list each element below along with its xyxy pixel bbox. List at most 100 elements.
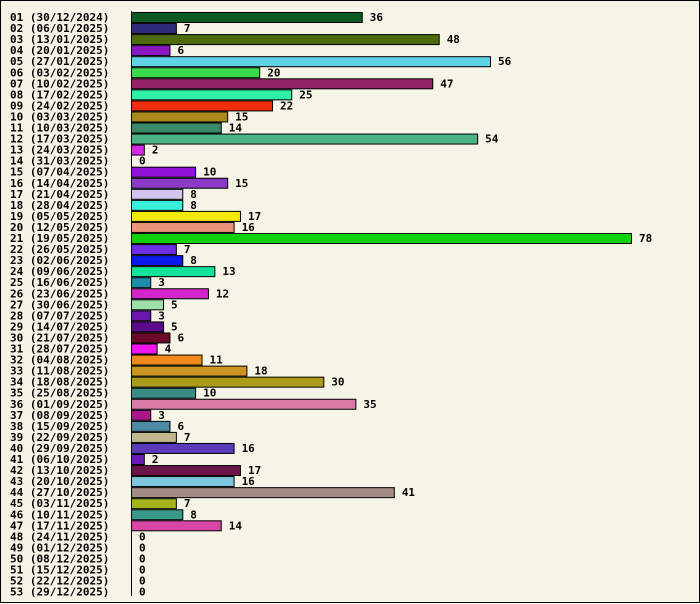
value-label: 17 [248, 210, 261, 223]
value-label: 0 [139, 541, 146, 554]
value-label: 0 [139, 586, 146, 599]
bar [131, 111, 229, 123]
value-label: 8 [190, 188, 197, 201]
bar [131, 45, 171, 57]
category-label: 02 (06/01/2025) [10, 22, 109, 35]
value-label: 10 [203, 387, 216, 400]
bar [131, 177, 229, 189]
bar [131, 266, 216, 278]
category-label: 01 (30/12/2024) [10, 11, 109, 24]
bar [131, 233, 632, 244]
value-label: 41 [402, 486, 416, 499]
category-label: 04 (20/01/2025) [10, 44, 109, 57]
category-label: 32 (04/08/2025) [10, 354, 109, 367]
value-label: 2 [152, 453, 159, 466]
category-label: 14 (31/03/2025) [10, 155, 109, 168]
value-label: 0 [139, 575, 146, 588]
category-label: 35 (25/08/2025) [10, 387, 109, 400]
category-label: 05 (27/01/2025) [10, 55, 109, 68]
bar [131, 299, 165, 311]
value-label: 6 [177, 44, 184, 57]
bar [131, 398, 357, 410]
value-label: 16 [242, 221, 256, 234]
value-label: 0 [139, 530, 146, 543]
value-label: 56 [498, 55, 512, 68]
category-label: 26 (23/06/2025) [10, 287, 109, 300]
category-label: 18 (28/04/2025) [10, 199, 109, 212]
value-label: 20 [267, 66, 280, 79]
category-label: 38 (15/09/2025) [10, 420, 109, 433]
bar [131, 133, 479, 145]
bar [131, 321, 165, 333]
category-label: 10 (03/03/2025) [10, 110, 109, 123]
value-label: 5 [171, 298, 178, 311]
bar [131, 376, 325, 388]
value-label: 6 [177, 420, 184, 433]
category-label: 42 (13/10/2025) [10, 464, 109, 477]
category-label: 12 (17/03/2025) [10, 133, 109, 146]
value-label: 16 [242, 475, 256, 488]
value-label: 0 [139, 155, 146, 168]
value-label: 5 [171, 320, 178, 333]
category-label: 19 (05/05/2025) [10, 210, 109, 223]
bar [131, 310, 152, 322]
category-label: 40 (29/09/2025) [10, 442, 109, 455]
category-label: 25 (16/06/2025) [10, 276, 109, 289]
value-label: 7 [184, 431, 191, 444]
value-label: 7 [184, 243, 191, 256]
category-label: 29 (14/07/2025) [10, 320, 109, 333]
value-label: 2 [152, 144, 159, 157]
category-label: 31 (28/07/2025) [10, 343, 109, 356]
value-label: 15 [235, 110, 248, 123]
bar [131, 199, 184, 211]
category-label: 28 (07/07/2025) [10, 309, 109, 322]
category-label: 49 (01/12/2025) [10, 541, 109, 554]
category-label: 36 (01/09/2025) [10, 398, 109, 411]
bar [131, 277, 152, 289]
value-label: 16 [242, 442, 256, 455]
category-label: 44 (27/10/2025) [10, 486, 109, 499]
category-label: 39 (22/09/2025) [10, 431, 109, 444]
value-label: 17 [248, 464, 261, 477]
category-label: 41 (06/10/2025) [10, 453, 109, 466]
category-label: 52 (22/12/2025) [10, 575, 109, 588]
bar [131, 12, 363, 23]
value-label: 12 [216, 287, 229, 300]
bar [131, 34, 440, 46]
value-label: 10 [203, 166, 216, 179]
value-label: 36 [370, 11, 384, 24]
bar [131, 67, 261, 79]
bar [131, 387, 197, 399]
bar [131, 56, 491, 68]
value-label: 13 [222, 265, 235, 278]
bar [131, 144, 145, 156]
category-label: 24 (09/06/2025) [10, 265, 109, 278]
bar [131, 465, 241, 477]
category-label: 21 (19/05/2025) [10, 232, 109, 245]
bar [131, 487, 395, 499]
bar [131, 166, 197, 178]
category-label: 13 (24/03/2025) [10, 144, 109, 157]
bar [131, 89, 293, 101]
value-label: 8 [190, 254, 197, 267]
bar [131, 188, 184, 200]
bar [131, 454, 145, 465]
bar [131, 332, 171, 344]
bar [131, 365, 248, 377]
bar [131, 354, 203, 366]
value-label: 14 [229, 122, 243, 135]
bar [131, 23, 177, 35]
category-label: 20 (12/05/2025) [10, 221, 109, 234]
bar [131, 210, 241, 222]
value-label: 78 [639, 232, 652, 245]
category-label: 47 (17/11/2025) [10, 519, 109, 532]
value-label: 25 [299, 88, 312, 101]
bar [131, 498, 177, 510]
value-label: 6 [177, 331, 184, 344]
value-label: 3 [158, 409, 165, 422]
bar [131, 221, 235, 233]
category-label: 23 (02/06/2025) [10, 254, 109, 267]
bar [131, 343, 158, 355]
bar [131, 442, 235, 454]
